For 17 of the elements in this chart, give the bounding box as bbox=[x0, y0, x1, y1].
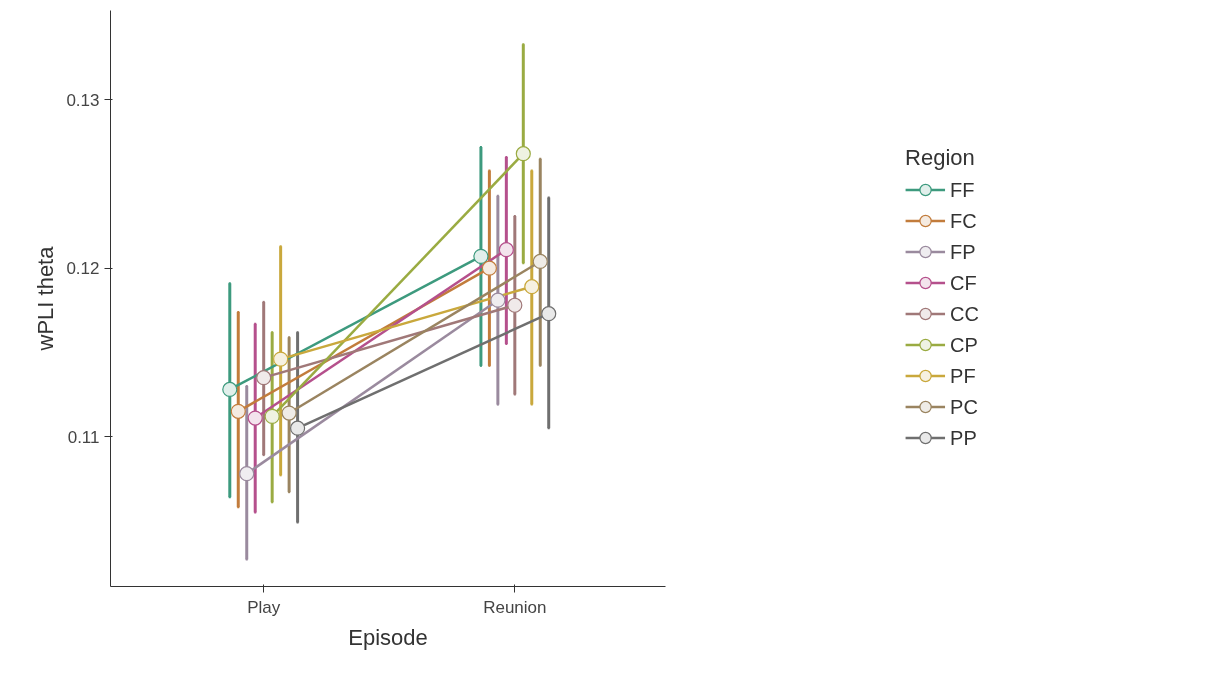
y-axis-title: wPLI theta bbox=[33, 245, 59, 352]
legend-label: FF bbox=[950, 177, 975, 202]
legend-label: PC bbox=[950, 394, 978, 419]
x-tick-label: Play bbox=[247, 597, 281, 617]
y-tick-label: 0.11 bbox=[67, 427, 100, 447]
legend-label: CP bbox=[950, 332, 978, 357]
y-tick-label: 0.13 bbox=[66, 90, 100, 110]
x-axis-title: Episode bbox=[348, 624, 428, 650]
x-tick-label: Reunion bbox=[483, 597, 547, 617]
legend-label: FP bbox=[950, 239, 976, 264]
legend-label: CF bbox=[950, 270, 977, 295]
legend-label: FC bbox=[950, 208, 977, 233]
y-tick-label: 0.12 bbox=[66, 259, 100, 279]
legend-label: CC bbox=[950, 301, 979, 326]
legend-label: PF bbox=[950, 363, 976, 388]
legend-title: Region bbox=[905, 144, 976, 171]
legend-label: PP bbox=[950, 425, 977, 450]
